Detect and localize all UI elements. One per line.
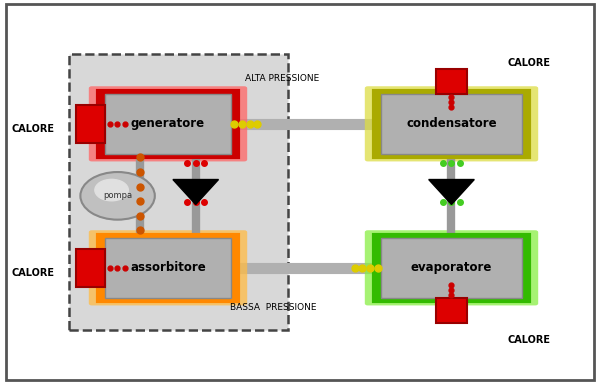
Text: BASSA  PRESSIONE: BASSA PRESSIONE bbox=[230, 303, 316, 312]
FancyBboxPatch shape bbox=[374, 91, 529, 157]
FancyBboxPatch shape bbox=[89, 86, 247, 161]
FancyBboxPatch shape bbox=[69, 54, 288, 330]
FancyBboxPatch shape bbox=[365, 86, 538, 161]
FancyBboxPatch shape bbox=[381, 94, 522, 154]
Text: generatore: generatore bbox=[131, 118, 205, 130]
FancyBboxPatch shape bbox=[105, 94, 231, 154]
FancyBboxPatch shape bbox=[381, 238, 522, 298]
FancyBboxPatch shape bbox=[98, 91, 238, 157]
Text: CALORE: CALORE bbox=[12, 124, 55, 134]
Text: CALORE: CALORE bbox=[507, 58, 550, 68]
Text: condensatore: condensatore bbox=[406, 118, 497, 130]
FancyBboxPatch shape bbox=[365, 230, 538, 305]
Text: ALTA PRESSIONE: ALTA PRESSIONE bbox=[245, 74, 319, 83]
Text: assorbitore: assorbitore bbox=[130, 262, 206, 274]
Text: CALORE: CALORE bbox=[507, 335, 550, 345]
FancyBboxPatch shape bbox=[6, 4, 594, 380]
FancyBboxPatch shape bbox=[89, 230, 247, 305]
FancyBboxPatch shape bbox=[98, 235, 238, 301]
Circle shape bbox=[95, 179, 128, 201]
FancyBboxPatch shape bbox=[374, 235, 529, 301]
Text: evaporatore: evaporatore bbox=[411, 262, 492, 274]
Text: pompa: pompa bbox=[103, 191, 132, 200]
FancyBboxPatch shape bbox=[436, 69, 467, 94]
FancyBboxPatch shape bbox=[76, 105, 105, 143]
FancyBboxPatch shape bbox=[76, 249, 105, 287]
Polygon shape bbox=[428, 180, 475, 204]
FancyBboxPatch shape bbox=[436, 298, 467, 323]
Polygon shape bbox=[173, 180, 218, 204]
Circle shape bbox=[80, 172, 155, 220]
FancyBboxPatch shape bbox=[105, 238, 231, 298]
Text: CALORE: CALORE bbox=[12, 268, 55, 278]
